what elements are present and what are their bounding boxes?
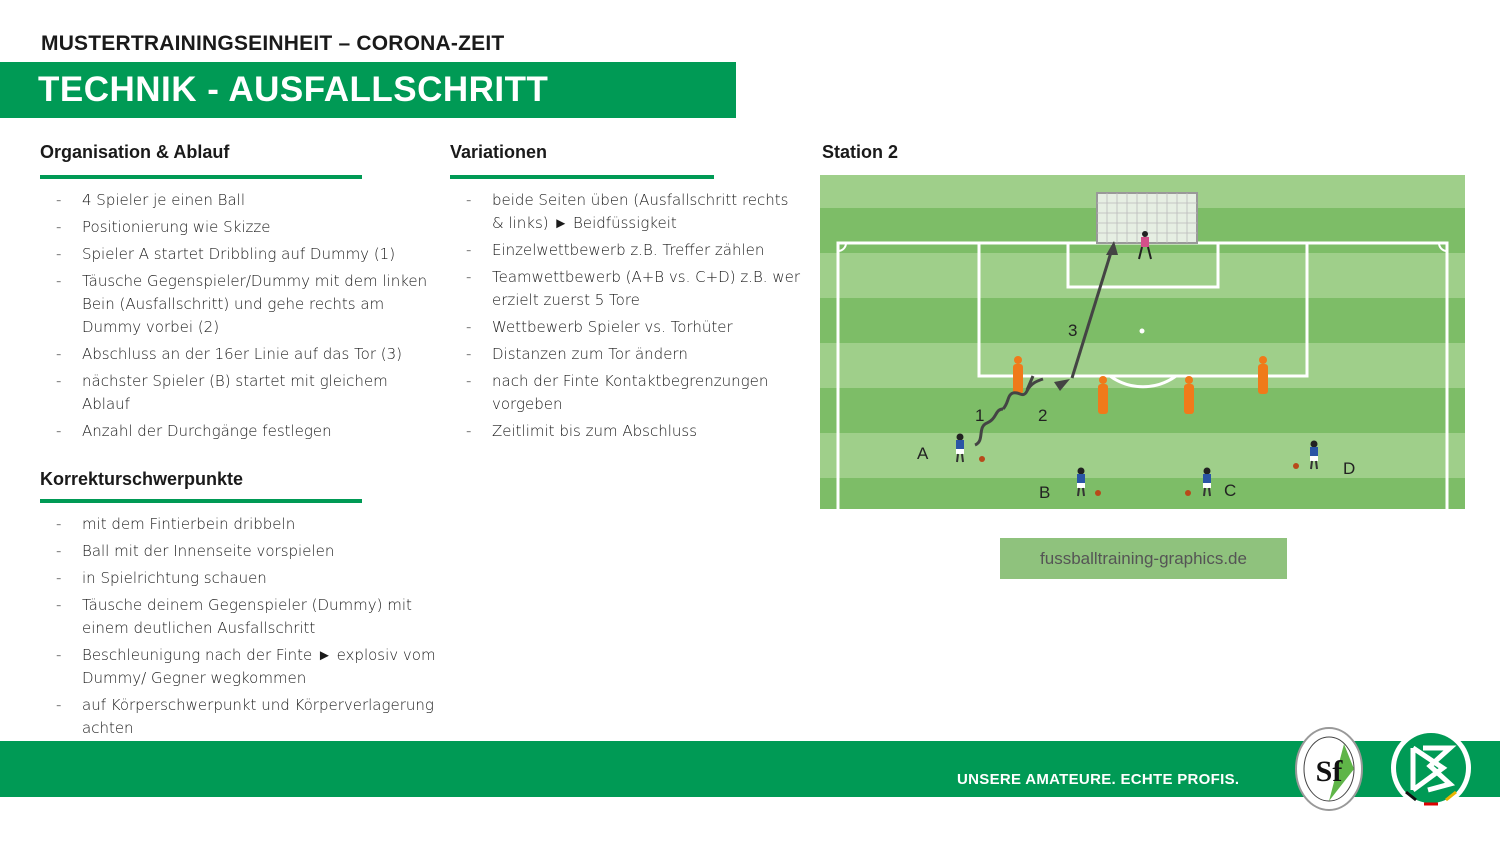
watermark: fussballtraining-graphics.de	[1000, 538, 1287, 579]
list-item: Abschluss an der 16er Linie auf das Tor …	[40, 343, 440, 366]
variationen-list: beide Seiten üben (Ausfallschritt rechts…	[450, 189, 800, 443]
divider	[450, 175, 714, 179]
list-item: nächster Spieler (B) startet mit gleiche…	[40, 370, 440, 416]
ball	[979, 456, 985, 462]
pitch-diagram: 1 2 3 A B C D	[820, 175, 1465, 509]
dummy	[1184, 376, 1194, 414]
dummy	[1098, 376, 1108, 414]
list-item: Zeitlimit bis zum Abschluss	[450, 420, 800, 443]
list-item: beide Seiten üben (Ausfallschritt rechts…	[450, 189, 800, 235]
variationen-section: Variationen beide Seiten üben (Ausfallsc…	[450, 142, 800, 447]
section-heading: Variationen	[450, 142, 548, 162]
step-label: 1	[975, 406, 984, 425]
list-item: Täusche Gegenspieler/Dummy mit dem linke…	[40, 270, 440, 339]
player	[1077, 467, 1101, 497]
dfb-logo	[1391, 728, 1471, 808]
player-label: D	[1343, 459, 1355, 478]
pitch-stripe	[820, 388, 1465, 433]
section-heading: Organisation & Ablauf	[40, 142, 230, 162]
list-item: Ball mit der Innenseite vorspielen	[40, 540, 460, 563]
list-item: auf Körperschwerpunkt und Körperverlager…	[40, 694, 460, 740]
list-item: Wettbewerb Spieler vs. Torhüter	[450, 316, 800, 339]
footer-bar	[0, 741, 1500, 797]
footer-slogan: UNSERE AMATEURE. ECHTE PROFIS.	[957, 771, 1240, 788]
dribble-path-2	[1001, 375, 1044, 411]
player	[1293, 440, 1318, 470]
penalty-spot	[1139, 328, 1145, 334]
player-label: A	[917, 444, 929, 463]
title-bar	[0, 62, 736, 118]
list-item: Positionierung wie Skizze	[40, 216, 440, 239]
list-item: Beschleunigung nach der Finte ► explosiv…	[40, 644, 460, 690]
sfv-logo: Sf	[1295, 727, 1363, 811]
pitch-stripe	[820, 478, 1465, 509]
section-heading: Korrekturschwerpunkte	[40, 469, 244, 489]
shot-path	[1070, 248, 1114, 379]
svg-text:Sf: Sf	[1316, 755, 1344, 788]
ball	[1095, 490, 1101, 496]
station-heading: Station 2	[822, 142, 899, 162]
dribble-path-1	[974, 407, 1004, 447]
step-label: 3	[1068, 321, 1077, 340]
pitch-stripe	[820, 253, 1465, 298]
arrowhead-3	[1106, 241, 1118, 255]
list-item: Anzahl der Durchgänge festlegen	[40, 420, 440, 443]
pitch-stripe	[820, 343, 1465, 388]
divider	[40, 499, 362, 503]
ball	[1185, 490, 1191, 496]
list-item: Teamwettbewerb (A+B vs. C+D) z.B. wer er…	[450, 266, 800, 312]
page-subtitle: MUSTERTRAININGSEINHEIT – CORONA-ZEIT	[41, 32, 505, 55]
list-item: Einzelwettbewerb z.B. Treffer zählen	[450, 239, 800, 262]
organisation-section: Organisation & Ablauf 4 Spieler je einen…	[40, 142, 440, 447]
list-item: Spieler A startet Dribbling auf Dummy (1…	[40, 243, 440, 266]
goalkeeper	[1138, 231, 1152, 260]
page-title: TECHNIK - AUSFALLSCHRITT	[38, 70, 549, 109]
penalty-arc	[1109, 374, 1177, 389]
list-item: mit dem Fintierbein dribbeln	[40, 513, 460, 536]
list-item: Täusche deinem Gegenspieler (Dummy) mit …	[40, 594, 460, 640]
ball	[1293, 463, 1299, 469]
player-label: C	[1224, 481, 1236, 500]
dummy	[1258, 356, 1268, 394]
player	[1185, 467, 1211, 497]
organisation-list: 4 Spieler je einen Ball Positionierung wi…	[40, 189, 440, 443]
list-item: in Spielrichtung schauen	[40, 567, 460, 590]
corner-arcs	[837, 242, 1448, 252]
player-label: B	[1039, 483, 1050, 502]
korrektur-section: Korrekturschwerpunkte mit dem Fintierbei…	[40, 469, 460, 744]
pitch-stripe	[820, 433, 1465, 478]
arrowhead-2	[1054, 379, 1070, 391]
list-item: Distanzen zum Tor ändern	[450, 343, 800, 366]
dummy	[1013, 356, 1023, 394]
player	[956, 433, 985, 463]
divider	[40, 175, 362, 179]
pitch-stripe	[820, 298, 1465, 343]
korrektur-list: mit dem Fintierbein dribbeln Ball mit der…	[40, 513, 460, 740]
list-item: 4 Spieler je einen Ball	[40, 189, 440, 212]
list-item: nach der Finte Kontaktbegrenzungen vorge…	[450, 370, 800, 416]
step-label: 2	[1038, 406, 1047, 425]
